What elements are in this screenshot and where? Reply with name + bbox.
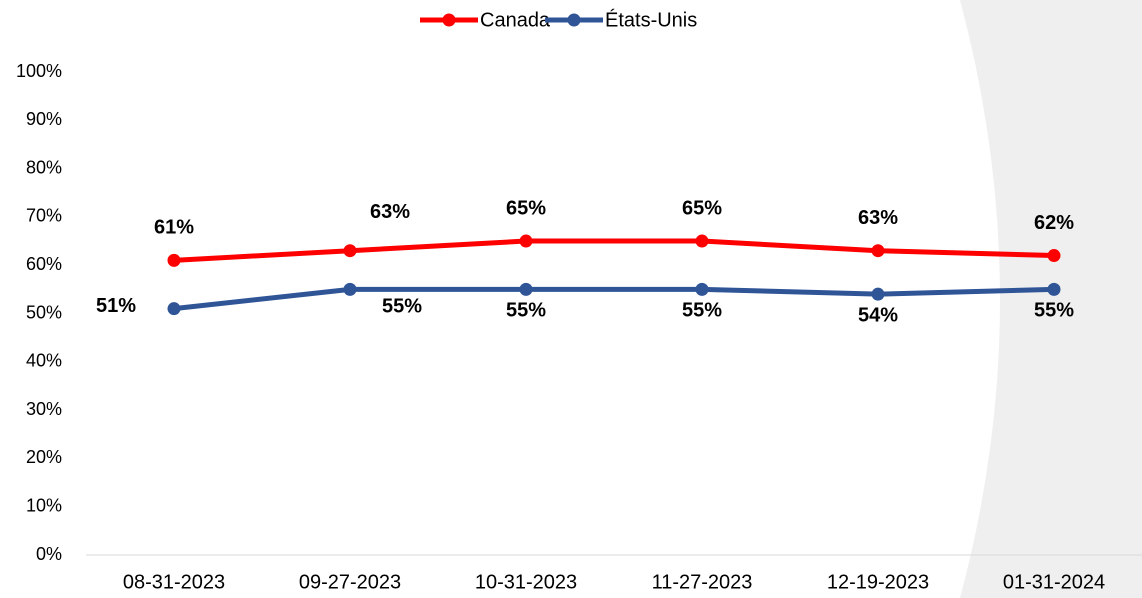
y-tick-label: 60% <box>26 254 62 274</box>
legend-marker <box>442 13 456 27</box>
x-tick-label: 01-31-2024 <box>1003 571 1105 593</box>
data-label: 65% <box>506 197 546 219</box>
background-shape <box>960 0 1142 598</box>
y-tick-label: 90% <box>26 109 62 129</box>
legend-marker <box>567 13 581 27</box>
data-label: 55% <box>682 300 722 322</box>
data-point <box>695 234 709 248</box>
data-point <box>343 244 357 258</box>
series-line <box>173 286 1055 312</box>
y-tick-label: 80% <box>26 157 62 177</box>
data-label: 63% <box>858 207 898 229</box>
data-point <box>1047 249 1061 263</box>
y-tick-label: 70% <box>26 206 62 226</box>
y-tick-label: 0% <box>36 544 62 564</box>
legend-label: Canada <box>480 9 551 31</box>
x-tick-label: 09-27-2023 <box>299 571 401 593</box>
data-label: 55% <box>1034 300 1074 322</box>
legend-label: États-Unis <box>605 8 697 31</box>
data-point <box>167 253 181 267</box>
y-tick-label: 20% <box>26 447 62 467</box>
data-point <box>519 234 533 248</box>
data-label: 55% <box>382 296 422 318</box>
data-label: 55% <box>506 300 546 322</box>
y-tick-label: 10% <box>26 495 62 515</box>
data-point <box>343 282 357 296</box>
y-tick-label: 50% <box>26 302 62 322</box>
x-tick-label: 10-31-2023 <box>475 571 577 593</box>
data-point <box>1047 282 1061 296</box>
data-label: 51% <box>96 295 136 317</box>
data-point <box>695 282 709 296</box>
data-label: 61% <box>154 217 194 239</box>
data-label: 54% <box>858 304 898 326</box>
x-tick-label: 12-19-2023 <box>827 571 929 593</box>
series-line <box>173 238 1055 263</box>
y-tick-label: 40% <box>26 351 62 371</box>
x-tick-label: 08-31-2023 <box>123 571 225 593</box>
y-tick-label: 30% <box>26 399 62 419</box>
data-point <box>871 244 885 258</box>
data-point <box>167 302 181 316</box>
data-point <box>871 287 885 301</box>
data-label: 63% <box>370 201 410 223</box>
data-label: 65% <box>682 197 722 219</box>
data-point <box>519 282 533 296</box>
data-label: 62% <box>1034 212 1074 234</box>
y-tick-label: 100% <box>16 61 62 81</box>
x-tick-label: 11-27-2023 <box>652 571 753 593</box>
